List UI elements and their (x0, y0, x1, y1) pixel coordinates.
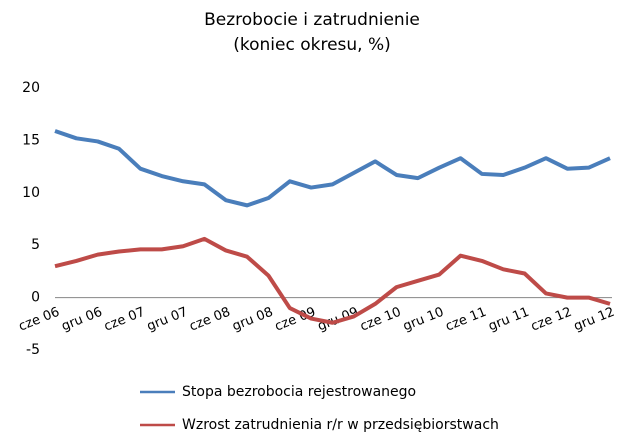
x-tick-label: cze 07 (102, 305, 147, 335)
x-tick-label: gru 06 (59, 305, 104, 335)
y-tick-label: 15 (22, 132, 40, 148)
series-line (54, 236, 611, 325)
series-line (54, 129, 611, 208)
x-tick-label: cze 12 (529, 305, 574, 335)
y-tick-label: 5 (31, 237, 40, 253)
x-tick-label: cze 06 (17, 305, 62, 335)
y-tick-label: 20 (22, 80, 40, 96)
x-tick-label: cze 11 (444, 305, 489, 335)
x-tick-label: gru 08 (230, 305, 275, 335)
legend-label: Wzrost zatrudnienia r/r w przedsiębiorst… (182, 417, 499, 433)
chart-title: Bezrobocie i zatrudnienie (204, 10, 420, 30)
x-tick-label: gru 07 (145, 305, 190, 335)
y-tick-label: 10 (22, 185, 40, 201)
legend-label: Stopa bezrobocia rejestrowanego (182, 384, 416, 400)
x-tick-label: gru 11 (486, 305, 531, 335)
x-tick-label: cze 08 (187, 305, 232, 335)
y-tick-label: -5 (26, 342, 40, 358)
x-tick-label: gru 10 (401, 305, 446, 335)
x-tick-label: gru 12 (572, 305, 617, 335)
y-tick-label: 0 (31, 290, 40, 306)
chart-subtitle: (koniec okresu, %) (233, 35, 391, 55)
